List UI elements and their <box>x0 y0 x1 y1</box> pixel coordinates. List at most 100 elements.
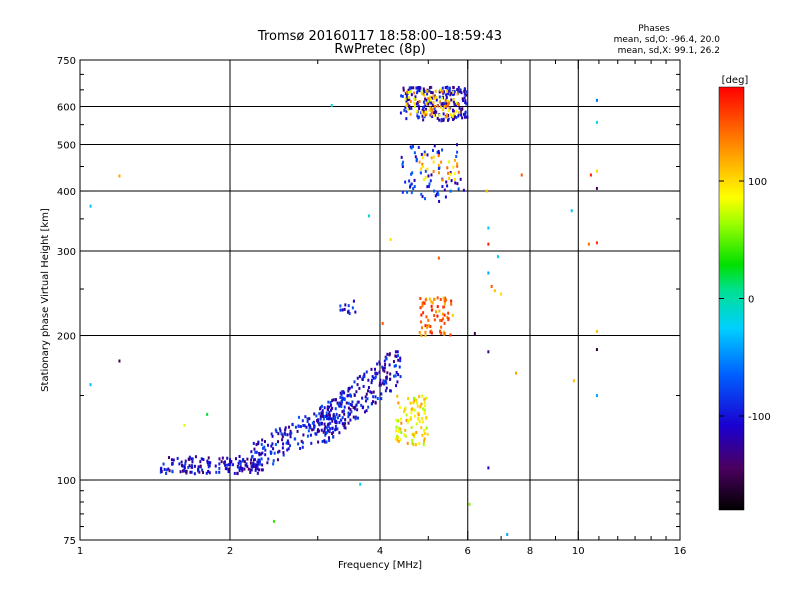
data-point <box>456 164 459 168</box>
data-point <box>332 398 335 402</box>
data-point <box>431 91 434 95</box>
data-point <box>406 98 409 102</box>
data-point <box>398 406 401 410</box>
data-point <box>281 433 284 437</box>
data-point <box>408 106 411 110</box>
data-point <box>243 467 246 471</box>
data-point <box>193 472 196 476</box>
data-point <box>440 325 443 329</box>
data-point <box>395 418 398 422</box>
data-point <box>356 376 359 380</box>
data-point <box>413 185 416 189</box>
data-point <box>459 177 462 181</box>
data-point <box>308 426 311 430</box>
data-point <box>252 441 255 445</box>
data-point <box>118 359 121 363</box>
data-point <box>266 461 269 465</box>
data-point <box>398 365 401 369</box>
data-point <box>408 179 411 183</box>
data-point <box>365 392 368 396</box>
data-point <box>370 367 373 371</box>
data-point <box>256 471 259 475</box>
data-point <box>346 310 349 314</box>
data-point <box>406 420 409 424</box>
data-point <box>447 99 450 103</box>
data-point <box>388 363 391 367</box>
data-point <box>347 415 350 419</box>
y-tick-label: 100 <box>57 476 76 487</box>
data-point <box>424 404 427 408</box>
data-point <box>309 433 312 437</box>
data-point <box>336 416 339 420</box>
data-point <box>165 471 168 475</box>
data-point <box>421 162 424 166</box>
data-point <box>302 424 305 428</box>
data-point <box>365 399 368 403</box>
data-point <box>422 443 425 447</box>
data-point <box>190 465 193 469</box>
data-point <box>432 155 435 159</box>
data-point <box>334 407 337 411</box>
data-point <box>450 98 453 102</box>
data-point <box>399 111 402 115</box>
data-point <box>227 463 230 467</box>
stats-header: Phases <box>638 24 670 34</box>
data-point <box>341 400 344 404</box>
data-point <box>347 387 350 391</box>
data-point <box>327 400 330 404</box>
data-point <box>431 301 434 305</box>
data-point <box>206 461 209 465</box>
data-point <box>384 389 387 393</box>
data-point <box>444 296 447 300</box>
data-point <box>412 86 415 90</box>
data-point <box>443 302 446 306</box>
data-point <box>352 406 355 410</box>
data-point <box>250 468 253 472</box>
data-point <box>309 424 312 428</box>
data-point <box>410 172 413 176</box>
data-point <box>429 324 432 328</box>
data-point <box>246 457 249 461</box>
data-point <box>404 406 407 410</box>
data-point <box>409 99 412 103</box>
data-point <box>420 313 423 317</box>
data-point <box>456 182 459 186</box>
data-point <box>208 460 211 464</box>
data-point <box>459 88 462 92</box>
data-point <box>378 370 381 374</box>
data-point <box>356 383 359 387</box>
data-point <box>405 94 408 98</box>
data-point <box>303 424 306 428</box>
data-point <box>183 466 186 470</box>
data-point <box>238 459 241 463</box>
data-point <box>162 462 165 466</box>
data-point <box>201 468 204 472</box>
data-point <box>457 170 460 174</box>
data-point <box>171 461 174 465</box>
data-point <box>420 192 423 196</box>
data-point <box>444 86 447 90</box>
stats-x-mode: mean, sd,X: 99.1, 26.2 <box>618 46 720 56</box>
data-point <box>294 437 297 441</box>
data-point <box>445 298 448 302</box>
data-point <box>425 98 428 102</box>
data-point <box>418 330 421 334</box>
data-point <box>317 428 320 432</box>
data-point <box>260 468 263 472</box>
data-point <box>386 352 389 356</box>
data-point <box>428 95 431 99</box>
data-point <box>272 447 275 451</box>
data-point <box>405 109 408 113</box>
data-point <box>306 419 309 423</box>
data-point <box>416 411 419 415</box>
data-point <box>341 397 344 401</box>
data-point <box>457 114 460 118</box>
data-point <box>445 180 448 184</box>
data-point <box>427 174 430 178</box>
data-point <box>595 348 598 352</box>
data-point <box>419 306 422 310</box>
data-point <box>342 409 345 413</box>
colorbar-tick-label: 100 <box>748 177 767 188</box>
data-point <box>168 469 171 473</box>
